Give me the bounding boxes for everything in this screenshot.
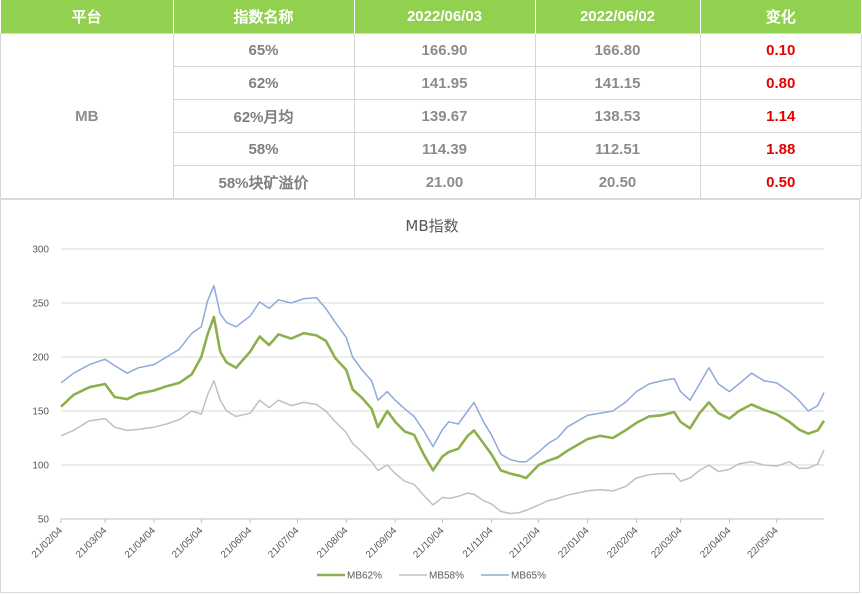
y-tick-label: 100 [32, 461, 49, 472]
price-table: 平台 指数名称 2022/06/03 2022/06/02 变化 MB 65% … [0, 0, 862, 199]
x-tick-label: 21/05/04 [170, 525, 206, 561]
value-date-2-cell: 166.80 [534, 33, 701, 67]
x-tick-label: 22/03/04 [649, 525, 685, 561]
series-line-mb58 [60, 380, 825, 515]
x-tick-label: 22/04/04 [698, 525, 734, 561]
value-date-1-cell: 139.67 [353, 99, 536, 133]
legend-label: MB65% [511, 571, 546, 582]
header-date-2: 2022/06/02 [535, 0, 701, 34]
x-tick-label: 21/12/04 [507, 525, 543, 561]
x-tick-label: 21/02/04 [30, 525, 66, 561]
header-index-name: 指数名称 [173, 0, 355, 34]
series-line-mb62 [60, 315, 826, 480]
value-date-2-cell: 138.53 [534, 99, 701, 133]
value-date-1-cell: 114.39 [353, 132, 536, 166]
legend-label: MB58% [429, 571, 464, 582]
value-date-2-cell: 141.15 [534, 66, 701, 100]
x-tick-label: 21/11/04 [461, 525, 496, 560]
y-tick-label: 250 [32, 299, 49, 310]
change-cell: 0.80 [699, 66, 862, 100]
value-date-1-cell: 166.90 [353, 33, 536, 67]
header-platform: 平台 [0, 0, 174, 34]
chart-title: MB指数 [405, 217, 458, 235]
table-row: 58%块矿溢价 21.00 20.50 0.50 [1, 165, 862, 199]
change-cell: 1.88 [699, 132, 862, 166]
legend: MB62% MB58% MB65% [317, 571, 546, 582]
index-name-cell: 62% [172, 66, 355, 100]
x-tick-label: 21/08/04 [315, 525, 351, 561]
chart-panel: MB指数 300 250 200 150 100 50 21/02/04 21/03/04 21… [0, 199, 860, 593]
series-line-mb65 [60, 284, 825, 463]
index-name-cell: 58%块矿溢价 [172, 165, 355, 199]
y-tick-label: 150 [32, 407, 49, 418]
y-tick-label: 300 [32, 245, 49, 256]
x-tick-label: 22/02/04 [605, 525, 641, 561]
x-tick-label: 21/10/04 [411, 525, 447, 561]
x-tick-label: 21/03/04 [74, 525, 110, 561]
y-tick-label: 50 [38, 515, 50, 526]
legend-label: MB62% [347, 571, 382, 582]
table-row: MB 65% 166.90 166.80 0.10 [0, 33, 862, 199]
x-tick-label: 21/06/04 [219, 525, 255, 561]
header-change: 变化 [700, 0, 862, 34]
x-tick-label: 21/04/04 [123, 525, 159, 561]
change-cell: 0.10 [699, 33, 862, 67]
x-tick-label: 21/09/04 [364, 525, 400, 561]
y-tick-label: 200 [32, 353, 49, 364]
change-cell: 1.14 [699, 99, 862, 133]
index-name-cell: 62%月均 [172, 99, 355, 133]
value-date-2-cell: 20.50 [534, 165, 701, 199]
index-name-cell: 65% [172, 33, 355, 67]
x-tick-label: 22/05/04 [746, 525, 782, 561]
table-row: 62% 141.95 141.15 0.80 [1, 66, 862, 100]
value-date-1-cell: 141.95 [353, 66, 536, 100]
index-name-cell: 58% [172, 132, 355, 166]
x-tick-label: 21/07/04 [266, 525, 302, 561]
header-date-1: 2022/06/03 [354, 0, 536, 34]
table-row: 62%月均 139.67 138.53 1.14 [1, 99, 862, 133]
series-lines [60, 284, 826, 515]
value-date-2-cell: 112.51 [534, 132, 701, 166]
change-cell: 0.50 [699, 165, 862, 199]
table-row: 58% 114.39 112.51 1.88 [1, 132, 862, 166]
table-header-row: 平台 指数名称 2022/06/03 2022/06/02 变化 [0, 0, 862, 34]
platform-cell: MB [0, 33, 174, 199]
value-date-1-cell: 21.00 [353, 165, 536, 199]
x-tick-label: 22/01/04 [556, 525, 592, 561]
